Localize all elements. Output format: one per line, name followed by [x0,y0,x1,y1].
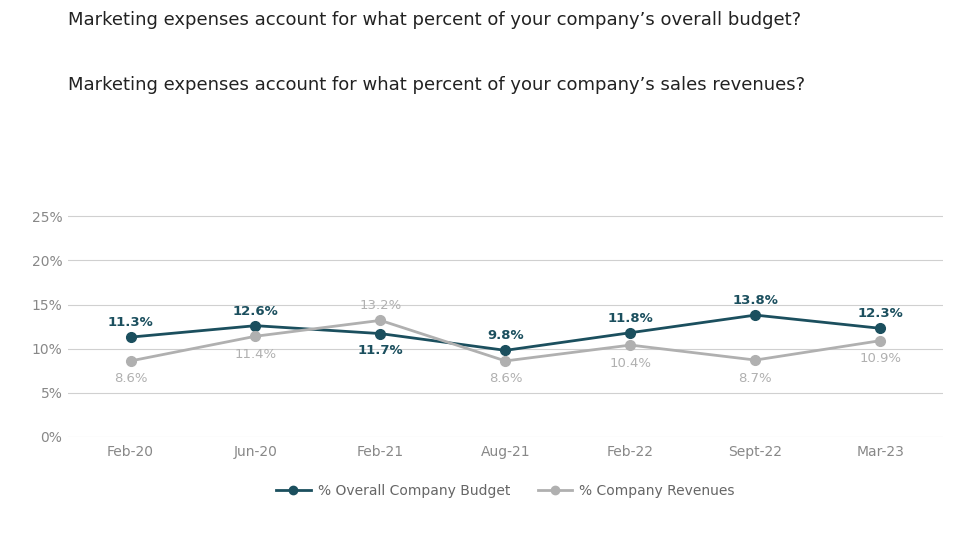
Text: 8.6%: 8.6% [489,372,522,385]
Text: 11.7%: 11.7% [358,344,403,357]
Text: 11.3%: 11.3% [108,316,154,329]
Text: 8.6%: 8.6% [114,372,148,385]
Text: 13.2%: 13.2% [360,299,401,312]
Text: 11.4%: 11.4% [234,348,277,361]
Text: 10.9%: 10.9% [859,352,901,365]
Text: 12.6%: 12.6% [232,305,278,318]
Text: 9.8%: 9.8% [487,329,524,342]
Text: 10.4%: 10.4% [609,357,651,370]
Legend: % Overall Company Budget, % Company Revenues: % Overall Company Budget, % Company Reve… [270,478,741,503]
Text: 8.7%: 8.7% [739,371,772,384]
Text: 13.8%: 13.8% [733,294,779,307]
Text: 11.8%: 11.8% [608,312,653,325]
Text: Marketing expenses account for what percent of your company’s overall budget?: Marketing expenses account for what perc… [68,11,801,29]
Text: Marketing expenses account for what percent of your company’s sales revenues?: Marketing expenses account for what perc… [68,76,805,94]
Text: 12.3%: 12.3% [857,307,903,321]
